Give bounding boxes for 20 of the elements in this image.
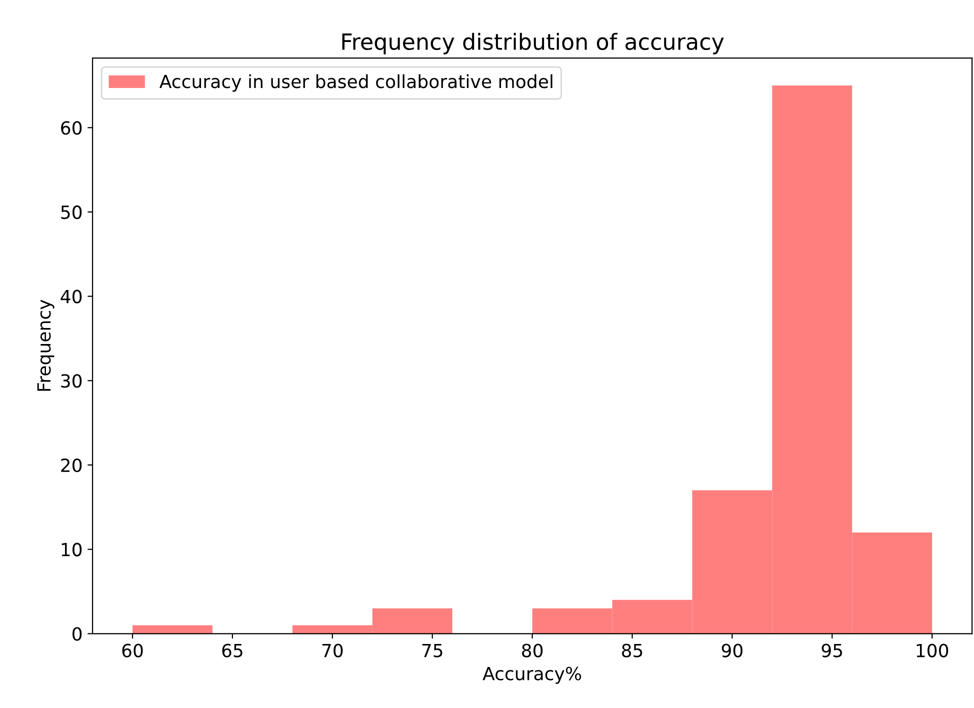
- x-tick-label: 80: [522, 644, 543, 658]
- y-tick-label: 20: [61, 458, 82, 472]
- y-axis-title: Frequency: [37, 300, 54, 391]
- chart-title: Frequency distribution of accuracy: [342, 32, 724, 54]
- x-tick-label: 70: [322, 644, 343, 658]
- x-tick-label: 95: [822, 644, 842, 658]
- x-tick-label: 60: [122, 644, 143, 658]
- x-tick-label: 75: [422, 644, 442, 658]
- y-tick-label: 30: [61, 374, 82, 388]
- x-axis-title: Accuracy%: [482, 666, 582, 684]
- legend-label: Accuracy in user based collaborative model: [159, 74, 552, 92]
- x-tick-label: 90: [722, 644, 742, 658]
- x-tick-label: 100: [916, 644, 948, 658]
- x-tick-label: 65: [222, 644, 242, 658]
- y-tick-label: 40: [60, 290, 82, 304]
- x-tick-label: 85: [622, 644, 642, 658]
- y-tick-label: 50: [61, 205, 82, 220]
- y-tick-label: 10: [62, 542, 82, 556]
- y-tick-label: 0: [72, 627, 82, 641]
- y-tick-label: 60: [61, 121, 82, 135]
